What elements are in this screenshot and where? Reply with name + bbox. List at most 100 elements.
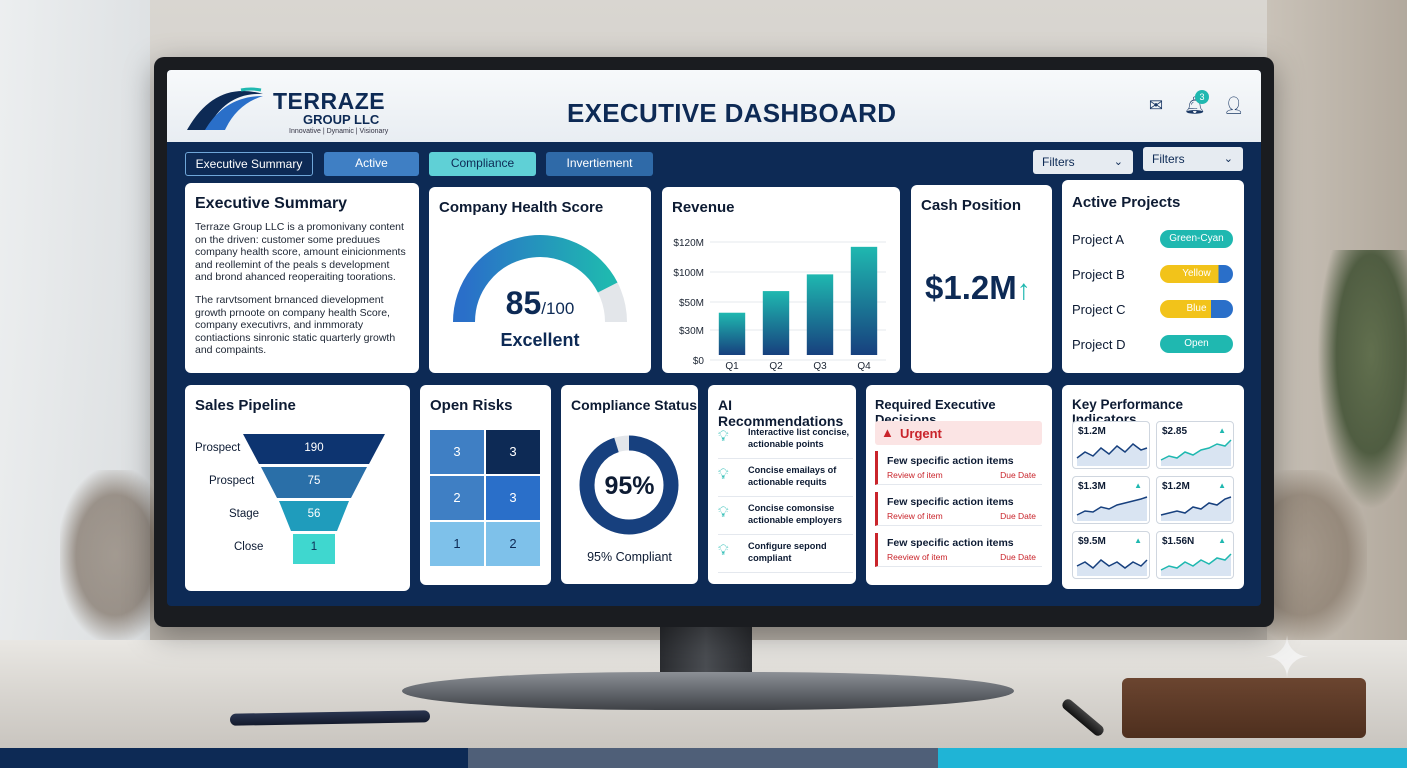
project-row[interactable]: Project B Yellow (1072, 265, 1237, 285)
kpi-tile[interactable]: $2.85 ▲ (1156, 421, 1234, 469)
trend-up-icon: ↑ (1016, 274, 1031, 305)
ai-recommendation-item[interactable]: 💡︎ Concise comonsise actionable employers (718, 501, 853, 535)
dashboard-screen: TERRAZE GROUP LLC Innovative | Dynamic |… (167, 70, 1261, 606)
cash-amount: $1.2M (925, 269, 1017, 306)
y-tick-label: $100M (673, 268, 704, 279)
logo-tagline: Innovative | Dynamic | Visionary (289, 128, 389, 135)
ai-recommendation-text: Concise emailays of actionable requits (748, 465, 836, 488)
risk-cell[interactable]: 1 (430, 522, 484, 566)
y-tick-label: $30M (679, 326, 704, 337)
project-row[interactable]: Project C Blue (1072, 300, 1237, 320)
user-icon[interactable]: 👤︎ (1223, 96, 1245, 115)
decision-subtitle: Review of item (887, 470, 943, 480)
lightbulb-icon: 💡︎ (718, 542, 729, 559)
ai-recommendation-item[interactable]: 💡︎ Configure sepond compliant (718, 539, 853, 573)
tab-active[interactable]: Active (324, 152, 419, 176)
decision-item[interactable]: Few specific action items Reeview of item… (875, 533, 1042, 567)
tab-executive-summary[interactable]: Executive Summary (185, 152, 313, 176)
logo-arc-icon (187, 87, 263, 130)
ai-line: actionable employers (748, 514, 842, 525)
revenue-bar[interactable] (850, 246, 878, 355)
project-status-label: Yellow (1182, 268, 1211, 279)
mail-icon[interactable]: ✉ (1148, 96, 1164, 115)
ai-line: actionable points (748, 438, 824, 449)
trend-up-icon: ▲ (1218, 426, 1226, 435)
pipeline-stage-value: 190 (304, 442, 324, 454)
summary-paragraph: Terraze Group LLC is a promonivany conte… (195, 221, 406, 283)
y-tick-label: $50M (679, 298, 704, 309)
kpi-tile[interactable]: $1.56N ▲ (1156, 531, 1234, 579)
compliance-card: Compliance Status 95% 95% Compliant (561, 385, 698, 584)
revenue-chart: $0 $30M $50M $100M $120M Q1 Q2 Q3 Q4 (673, 238, 886, 371)
ai-line: Concise emailays of (748, 465, 837, 475)
compliance-donut (579, 435, 679, 535)
ai-recommendation-text: Concise comonsise actionable employers (748, 503, 842, 526)
ai-line: Configure sepond (748, 541, 827, 551)
trend-up-icon: ▲ (1218, 481, 1226, 490)
tab-compliance[interactable]: Compliance (429, 152, 536, 176)
card-title: AI Recommendations (718, 397, 844, 429)
revenue-bar[interactable] (718, 312, 746, 355)
filter-dropdown[interactable]: Filters ⌄ (1143, 147, 1243, 171)
revenue-bar[interactable] (762, 291, 790, 355)
filter-dropdown[interactable]: Filters ⌄ (1033, 150, 1133, 174)
card-title: Company Health Score (439, 199, 604, 216)
filter-label: Filters (1042, 155, 1075, 169)
kpi-sparkline (1160, 496, 1232, 521)
project-status-pill: Green-Cyan (1160, 230, 1233, 248)
lightbulb-icon: 💡︎ (718, 428, 729, 445)
urgent-banner: ▲ Urgent (875, 421, 1042, 445)
sparkle-icon: ✦ (1263, 626, 1311, 689)
kpi-tile[interactable]: $9.5M ▲ (1072, 531, 1150, 579)
decision-title: Few specific action items (887, 537, 1014, 549)
notification-badge: 3 (1195, 90, 1209, 104)
decision-item[interactable]: Few specific action items Review of item D… (875, 492, 1042, 526)
x-tick-label: Q3 (813, 361, 827, 371)
project-name: Project C (1072, 302, 1126, 317)
project-name: Project B (1072, 267, 1125, 282)
project-status-pill: Yellow (1160, 265, 1233, 283)
sales-pipeline-card: Sales Pipeline Prospect 190 Prospect 75 Stag… (185, 385, 410, 591)
y-tick-label: $0 (693, 356, 705, 367)
kpi-tile[interactable]: $1.2M ▲ (1156, 476, 1234, 524)
card-title: Compliance Status (571, 397, 698, 413)
kpi-value: $1.56N (1162, 536, 1195, 547)
decision-due-date: Due Date (1000, 470, 1036, 480)
ai-recommendation-item[interactable]: 💡︎ Interactive list concise, actionable po… (718, 425, 853, 459)
top-bar: TERRAZE GROUP LLC Innovative | Dynamic |… (167, 70, 1261, 142)
pipeline-stage-value: 56 (307, 508, 321, 520)
ai-line: actionable requits (748, 476, 827, 487)
company-logo: TERRAZE GROUP LLC Innovative | Dynamic |… (185, 82, 405, 138)
project-row[interactable]: Project D Open (1072, 335, 1237, 355)
x-tick-label: Q4 (857, 361, 871, 371)
decision-item[interactable]: Few specific action items Review of item D… (875, 451, 1042, 485)
health-gauge (453, 235, 627, 323)
kpi-sparkline (1076, 443, 1148, 466)
pipeline-stage-value: 75 (307, 475, 321, 487)
risk-cell[interactable]: 3 (486, 476, 540, 520)
pipeline-stage-label: Close (234, 541, 264, 553)
active-projects-card: Active Projects Project A Green-Cyan Proje… (1062, 180, 1244, 373)
x-tick-label: Q1 (725, 361, 739, 371)
tab-invertiement[interactable]: Invertiement (546, 152, 653, 176)
y-tick-label: $120M (673, 238, 704, 249)
score-rating: Excellent (500, 330, 580, 350)
trend-up-icon: ▲ (1134, 536, 1142, 545)
project-name: Project D (1072, 337, 1126, 352)
kpi-tile[interactable]: $1.3M ▲ (1072, 476, 1150, 524)
card-title: Revenue (672, 199, 735, 216)
risk-cell[interactable]: 3 (430, 430, 484, 474)
ai-recommendation-item[interactable]: 💡︎ Concise emailays of actionable requits (718, 463, 853, 497)
risk-cell[interactable]: 3 (486, 430, 540, 474)
kpi-tile[interactable]: $1.2M (1072, 421, 1150, 469)
project-row[interactable]: Project A Green-Cyan (1072, 230, 1237, 250)
kpi-value: $2.85 (1162, 426, 1188, 437)
revenue-bar[interactable] (806, 274, 834, 355)
risk-cell[interactable]: 2 (430, 476, 484, 520)
revenue-card: Revenue $0 $30M $50M $100M $120M Q1 Q2 Q3 Q4 (662, 187, 900, 373)
ai-line: Interactive list concise, (748, 427, 850, 437)
logo-title: TERRAZE (273, 88, 386, 114)
funnel-stage (243, 434, 385, 464)
risk-cell[interactable]: 2 (486, 522, 540, 566)
